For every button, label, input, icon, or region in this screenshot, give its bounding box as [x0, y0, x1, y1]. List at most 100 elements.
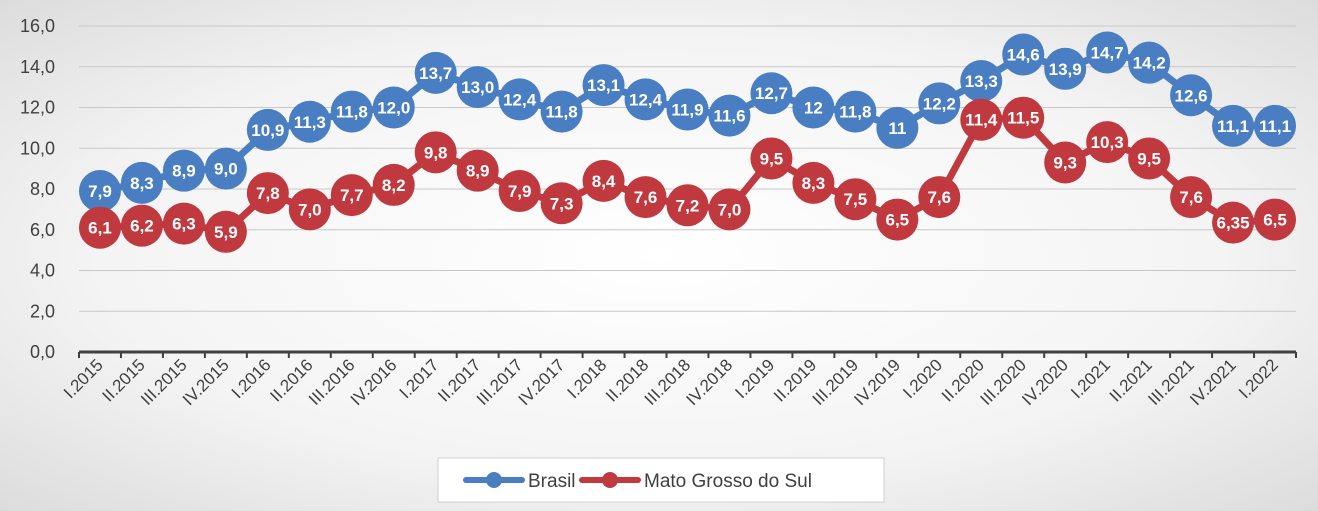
data-point	[498, 78, 541, 121]
data-label: 11,8	[546, 103, 578, 122]
data-label: 7,0	[298, 200, 322, 219]
data-point	[918, 82, 961, 125]
data-label: 11,1	[1217, 117, 1249, 136]
data-label: 11,5	[1007, 109, 1039, 128]
data-point	[456, 66, 499, 109]
data-label: 12,0	[377, 99, 410, 118]
y-tick-label: 12,0	[20, 98, 55, 118]
data-point	[78, 206, 121, 249]
data-point	[372, 86, 415, 129]
data-point	[330, 90, 373, 133]
data-point	[1002, 33, 1045, 76]
data-label: 8,3	[802, 174, 826, 193]
x-tick-label: I.2017	[396, 355, 443, 402]
data-label: 13,7	[419, 64, 452, 83]
x-tick-label: IV.2015	[179, 355, 233, 409]
data-label: 10,3	[1091, 133, 1124, 152]
data-label: 13,1	[587, 76, 620, 95]
legend-marker	[602, 472, 618, 488]
data-label: 11,8	[839, 103, 871, 122]
data-point	[834, 178, 877, 221]
x-tick-label: I.2018	[564, 355, 611, 402]
data-label: 12,4	[503, 90, 537, 109]
data-point	[78, 170, 121, 213]
data-label: 9,5	[760, 149, 784, 168]
data-label: 6,5	[1263, 211, 1287, 230]
data-point	[1254, 104, 1297, 147]
data-point	[834, 90, 877, 133]
data-label: 7,8	[256, 184, 280, 203]
data-label: 14,6	[1007, 46, 1040, 65]
data-label: 12,2	[923, 94, 956, 113]
data-label: 11,6	[713, 107, 745, 126]
legend-label: Mato Grosso do Sul	[644, 471, 812, 492]
data-label: 6,1	[88, 219, 112, 238]
x-tick-label: III.2020	[977, 355, 1031, 409]
y-tick-label: 4,0	[30, 261, 55, 281]
x-tick-label: I.2019	[731, 355, 778, 402]
data-point	[1128, 137, 1171, 180]
data-point	[666, 184, 709, 227]
data-point	[708, 94, 751, 137]
data-label: 12,4	[629, 90, 663, 109]
y-tick-label: 16,0	[20, 16, 55, 36]
data-point	[1212, 201, 1255, 244]
data-label: 7,0	[718, 200, 742, 219]
data-point	[1170, 176, 1213, 219]
data-point	[876, 198, 919, 241]
data-label: 8,3	[130, 174, 154, 193]
series-group: 7,9 8,3 8,9 9,0 10,9 11,3 11,8 12,0 13,7 13,0 12,4…	[78, 31, 1297, 253]
data-point	[624, 176, 667, 219]
data-point	[708, 188, 751, 231]
data-point	[1002, 96, 1045, 139]
legend-label: Brasil	[528, 471, 576, 492]
data-label: 5,9	[214, 223, 238, 242]
data-point	[162, 202, 205, 245]
y-tick-label: 10,0	[20, 138, 55, 158]
y-tick-label: 0,0	[30, 342, 55, 362]
data-label: 13,9	[1049, 60, 1082, 79]
data-point	[1044, 47, 1087, 90]
x-tick-label: I.2015	[60, 355, 107, 402]
data-label: 11	[888, 119, 906, 138]
data-point	[1254, 198, 1297, 241]
data-point	[792, 161, 835, 204]
data-label: 12,6	[1175, 86, 1208, 105]
data-point	[414, 131, 457, 174]
data-label: 13,0	[461, 78, 494, 97]
legend: Brasil Mato Grosso do Sul	[437, 457, 885, 503]
x-tick-label: IV.2017	[515, 355, 569, 409]
data-point	[330, 174, 373, 217]
y-axis-ticks: 0,0 2,0 4,0 6,0 8,0 10,0 12,0 14,0 16,0	[20, 16, 55, 362]
data-point	[288, 100, 331, 143]
data-label: 14,2	[1133, 54, 1166, 73]
data-label: 14,7	[1091, 43, 1124, 62]
data-label: 8,9	[466, 162, 490, 181]
data-point	[120, 204, 163, 247]
data-label: 12	[804, 99, 823, 118]
x-tick-label: IV.2021	[1186, 355, 1240, 409]
y-tick-label: 2,0	[30, 301, 55, 321]
data-point	[1128, 41, 1171, 84]
data-label: 6,5	[886, 211, 910, 230]
data-point	[918, 176, 961, 219]
data-label: 7,6	[1179, 188, 1203, 207]
data-point	[666, 88, 709, 131]
x-tick-label: I.2021	[1067, 355, 1114, 402]
data-label: 6,3	[172, 215, 196, 234]
data-point	[204, 210, 247, 253]
data-point	[750, 137, 793, 180]
data-label: 6,2	[130, 217, 154, 236]
data-point	[498, 170, 541, 213]
data-point	[540, 182, 583, 225]
x-tick-label: IV.2019	[850, 355, 904, 409]
data-label: 8,2	[382, 176, 406, 195]
data-label: 12,7	[755, 84, 788, 103]
data-label: 7,2	[676, 196, 700, 215]
data-label: 7,7	[340, 186, 364, 205]
data-label: 7,9	[508, 182, 532, 201]
data-point	[1086, 121, 1129, 164]
data-point	[960, 60, 1003, 103]
data-point	[1086, 31, 1129, 74]
